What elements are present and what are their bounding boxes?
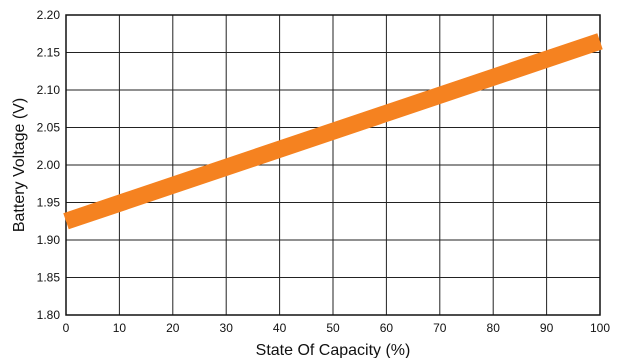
y-tick-label: 1.90 xyxy=(37,233,61,247)
series-layer xyxy=(63,33,603,230)
series-line-0 xyxy=(63,33,603,230)
y-tick-label: 2.20 xyxy=(37,8,61,22)
y-tick-label: 1.80 xyxy=(37,308,61,322)
y-tick-label: 2.00 xyxy=(37,158,61,172)
x-tick-label: 40 xyxy=(273,321,287,335)
x-tick-label: 50 xyxy=(326,321,340,335)
x-tick-label: 60 xyxy=(380,321,394,335)
x-tick-label: 70 xyxy=(433,321,447,335)
x-tick-label: 20 xyxy=(166,321,180,335)
y-tick-label: 1.95 xyxy=(37,196,61,210)
x-axis-title: State Of Capacity (%) xyxy=(256,342,411,358)
y-tick-label: 2.10 xyxy=(37,83,61,97)
x-tick-label: 100 xyxy=(590,321,610,335)
x-tick-label: 90 xyxy=(540,321,554,335)
x-tick-label: 30 xyxy=(220,321,234,335)
x-tick-label: 0 xyxy=(63,321,70,335)
y-tick-label: 2.05 xyxy=(37,121,61,135)
x-tick-labels: 0 10 20 30 40 50 60 70 80 90 100 xyxy=(63,321,611,335)
y-axis-title: Battery Voltage (V) xyxy=(11,98,28,232)
x-tick-label: 10 xyxy=(113,321,127,335)
x-tick-label: 80 xyxy=(487,321,501,335)
y-tick-label: 1.85 xyxy=(37,271,61,285)
plot-frame xyxy=(65,14,601,316)
y-tick-labels: 2.20 2.15 2.10 2.05 2.00 1.95 1.90 1.85 1.80 xyxy=(37,8,61,322)
y-tick-label: 2.15 xyxy=(37,46,61,60)
